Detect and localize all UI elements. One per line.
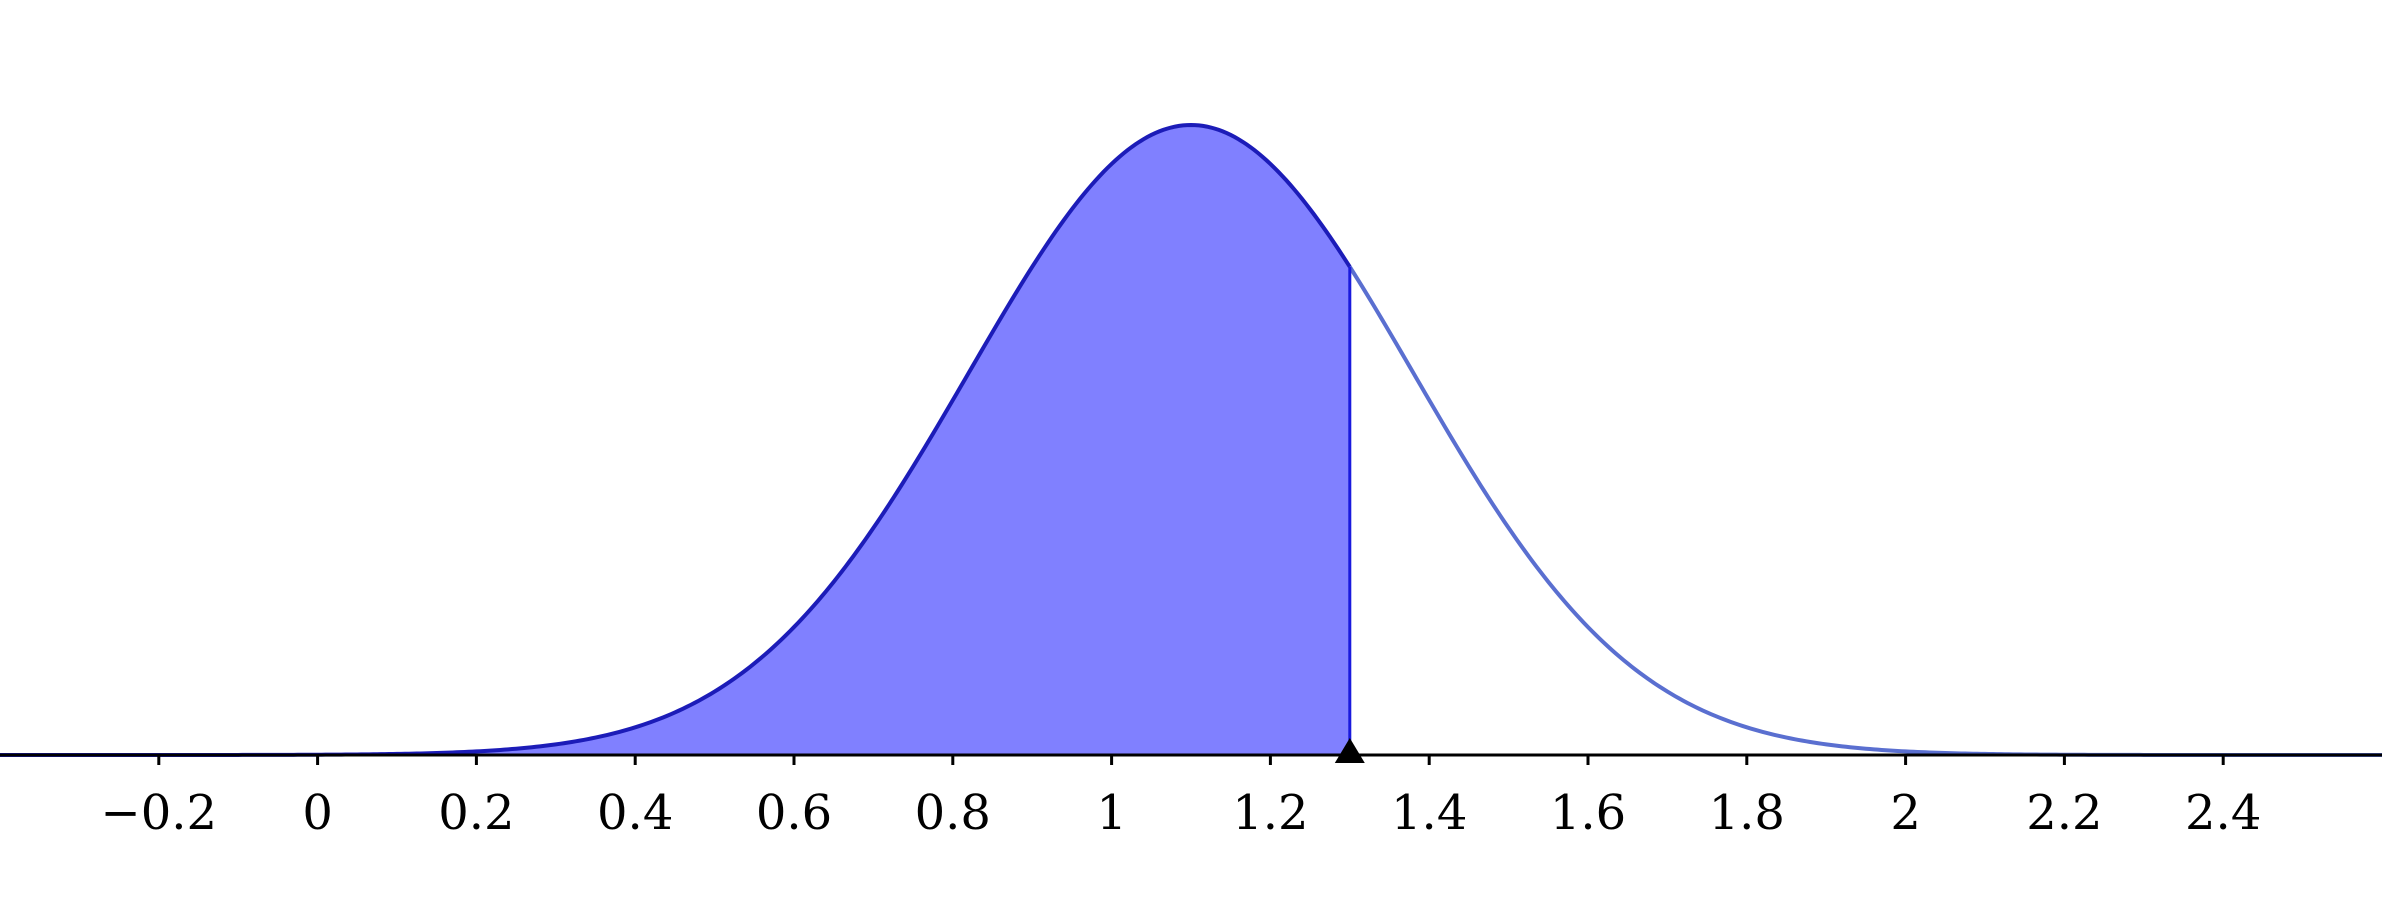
x-tick-label: 1.2: [1232, 785, 1308, 841]
x-tick-label: 0.2: [438, 785, 514, 841]
x-tick-label: 1.6: [1550, 785, 1626, 841]
x-tick-label: 2.4: [2185, 785, 2261, 841]
x-tick-label: 0.6: [756, 785, 832, 841]
x-tick-label: 2: [1890, 785, 1921, 841]
x-axis-tick-labels: −0.2 0 0.2 0.4 0.6 0.8 1 1.2 1.4 1.6 1.8 2 2.2 2.4: [101, 785, 2262, 841]
x-tick-label: 1.4: [1391, 785, 1467, 841]
x-tick-label: 1.8: [1709, 785, 1785, 841]
x-tick-label: 0.4: [597, 785, 673, 841]
density-curve-unshaded-part: [1348, 265, 2382, 757]
x-tick-label: 0.8: [915, 785, 991, 841]
x-axis-ticks: [157, 755, 2225, 765]
point-marker-triangle[interactable]: [1334, 738, 1365, 763]
x-tick-label: 2.2: [2026, 785, 2102, 841]
x-tick-label: 0: [302, 785, 333, 841]
x-tick-label: 1: [1096, 785, 1127, 841]
shaded-area: [0, 125, 1350, 755]
x-tick-label: −0.2: [101, 785, 218, 841]
